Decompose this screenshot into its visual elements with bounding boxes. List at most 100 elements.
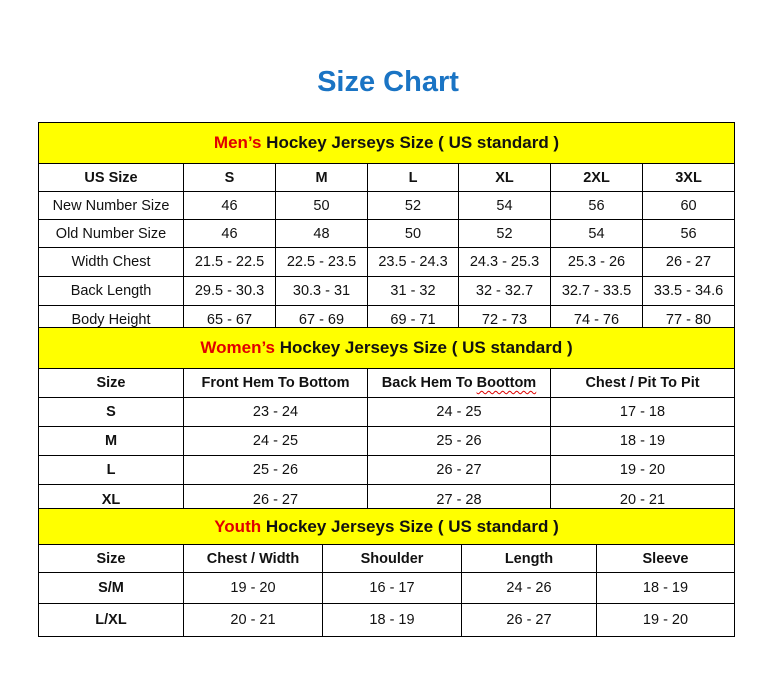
column-header: US Size [38, 163, 184, 192]
table-row: Old Number Size 46 48 50 52 54 56 [38, 219, 736, 248]
section-title-rest: Hockey Jerseys Size ( US standard ) [275, 338, 573, 357]
table-cell: 54 [550, 219, 643, 248]
section-title-accent: Men’s [213, 133, 262, 152]
column-header: Chest / Width [183, 544, 323, 573]
table-cell: 46 [183, 219, 276, 248]
page-title: Size Chart [317, 66, 459, 98]
section-title-accent: Women’s [200, 338, 275, 357]
row-label: L [38, 455, 184, 485]
table-cell: 50 [367, 219, 459, 248]
table-cell: 18 - 19 [596, 572, 735, 604]
table-cell: 21.5 - 22.5 [183, 247, 276, 277]
column-header-label: Size [96, 375, 126, 391]
table-row: Width Chest 21.5 - 22.5 22.5 - 23.5 23.5 - … [38, 247, 736, 277]
mens-size-table: Men’s Hockey Jerseys Size ( US standard … [37, 122, 736, 335]
column-header-label: Back Hem To Boottom [381, 375, 537, 391]
column-header-label: Size [96, 550, 126, 567]
header-row: US Size S M L XL 2XL 3XL [38, 163, 736, 192]
youth-size-table: Youth Hockey Jerseys Size ( US standard … [38, 508, 735, 637]
table-cell: 32 - 32.7 [458, 276, 551, 306]
row-label: S/M [38, 572, 184, 604]
table-row: S 23 - 24 24 - 25 17 - 18 [38, 397, 736, 427]
column-header-label: 2XL [583, 169, 610, 186]
column-header-label: Shoulder [360, 550, 424, 567]
column-header: XL [458, 163, 551, 192]
row-label: M [38, 426, 184, 456]
column-header: 2XL [550, 163, 643, 192]
table-cell: 18 - 19 [322, 603, 462, 637]
table-cell: 31 - 32 [367, 276, 459, 306]
table-cell: 32.7 - 33.5 [550, 276, 643, 306]
table-cell: 48 [275, 219, 368, 248]
table-row: Back Length 29.5 - 30.3 30.3 - 31 31 - 32 32… [38, 276, 736, 306]
column-header-label: US Size [84, 169, 138, 186]
table-cell: 30.3 - 31 [275, 276, 368, 306]
section-band-row: Youth Hockey Jerseys Size ( US standard … [38, 508, 735, 545]
table-cell: 18 - 19 [549, 426, 736, 456]
table-cell: 60 [641, 191, 736, 220]
table-row: S/M 19 - 20 16 - 17 24 - 26 18 - 19 [38, 572, 735, 604]
section-band-row: Women’s Hockey Jerseys Size ( US standar… [37, 327, 736, 369]
table-cell: 26 - 27 [461, 603, 597, 637]
column-header-label: L [408, 169, 418, 186]
column-header: Length [461, 544, 597, 573]
column-header: S [183, 163, 276, 192]
column-header: Sleeve [596, 544, 735, 573]
table-cell: 46 [183, 191, 276, 220]
row-label: Back Length [38, 276, 184, 306]
column-header: Chest / Pit To Pit [549, 368, 736, 398]
column-header: L [367, 163, 459, 192]
table-cell: 29.5 - 30.3 [183, 276, 276, 306]
section-band-row: Men’s Hockey Jerseys Size ( US standard … [37, 122, 736, 164]
section-title-rest: Hockey Jerseys Size ( US standard ) [261, 516, 559, 536]
column-header-label: Length [504, 550, 554, 567]
table-cell: 17 - 18 [549, 397, 736, 427]
table-row: L/XL 20 - 21 18 - 19 26 - 27 19 - 20 [38, 603, 735, 637]
column-header: Back Hem To Boottom [367, 368, 551, 398]
table-cell: 24 - 26 [461, 572, 597, 604]
table-cell: 19 - 20 [596, 603, 735, 637]
table-cell: 25 - 26 [183, 455, 368, 485]
section-title: Men’s Hockey Jerseys Size ( US standard … [37, 122, 736, 164]
table-cell: 19 - 20 [549, 455, 736, 485]
table-cell: 52 [458, 219, 551, 248]
table-cell: 26 - 27 [367, 455, 551, 485]
row-label: S [38, 397, 184, 427]
section-title-accent: Youth [214, 516, 262, 536]
table-cell: 50 [275, 191, 368, 220]
table-cell: 54 [458, 191, 551, 220]
table-cell: 23 - 24 [183, 397, 368, 427]
column-header-label: Front Hem To Bottom [201, 375, 350, 391]
womens-size-table: Women’s Hockey Jerseys Size ( US standar… [37, 327, 736, 515]
row-label: Old Number Size [38, 219, 184, 248]
section-title: Youth Hockey Jerseys Size ( US standard … [38, 508, 735, 545]
column-header: Front Hem To Bottom [183, 368, 368, 398]
column-header: Size [38, 544, 184, 573]
table-cell: 52 [367, 191, 459, 220]
section-title: Women’s Hockey Jerseys Size ( US standar… [37, 327, 736, 369]
column-header: Size [38, 368, 184, 398]
header-row: Size Chest / Width Shoulder Length Sleeve [38, 544, 735, 573]
table-cell: 25.3 - 26 [550, 247, 643, 277]
table-cell: 33.5 - 34.6 [641, 276, 736, 306]
table-cell: 56 [550, 191, 643, 220]
table-row: L 25 - 26 26 - 27 19 - 20 [38, 455, 736, 485]
column-header: Shoulder [322, 544, 462, 573]
table-cell: 24 - 25 [367, 397, 551, 427]
table-cell: 56 [641, 219, 736, 248]
table-row: New Number Size 46 50 52 54 56 60 [38, 191, 736, 220]
table-cell: 24 - 25 [183, 426, 368, 456]
table-cell: 19 - 20 [183, 572, 323, 604]
column-header-label: Sleeve [642, 550, 689, 567]
column-header-label: 3XL [675, 169, 702, 186]
section-title-rest: Hockey Jerseys Size ( US standard ) [261, 133, 560, 152]
table-cell: 22.5 - 23.5 [275, 247, 368, 277]
header-row: Size Front Hem To Bottom Back Hem To Boott… [38, 368, 736, 398]
row-label: New Number Size [38, 191, 184, 220]
column-header: 3XL [641, 163, 736, 192]
column-header-label: Chest / Width [206, 550, 300, 567]
table-row: M 24 - 25 25 - 26 18 - 19 [38, 426, 736, 456]
column-header-label: S [224, 169, 235, 186]
table-cell: 26 - 27 [641, 247, 736, 277]
table-cell: 20 - 21 [183, 603, 323, 637]
